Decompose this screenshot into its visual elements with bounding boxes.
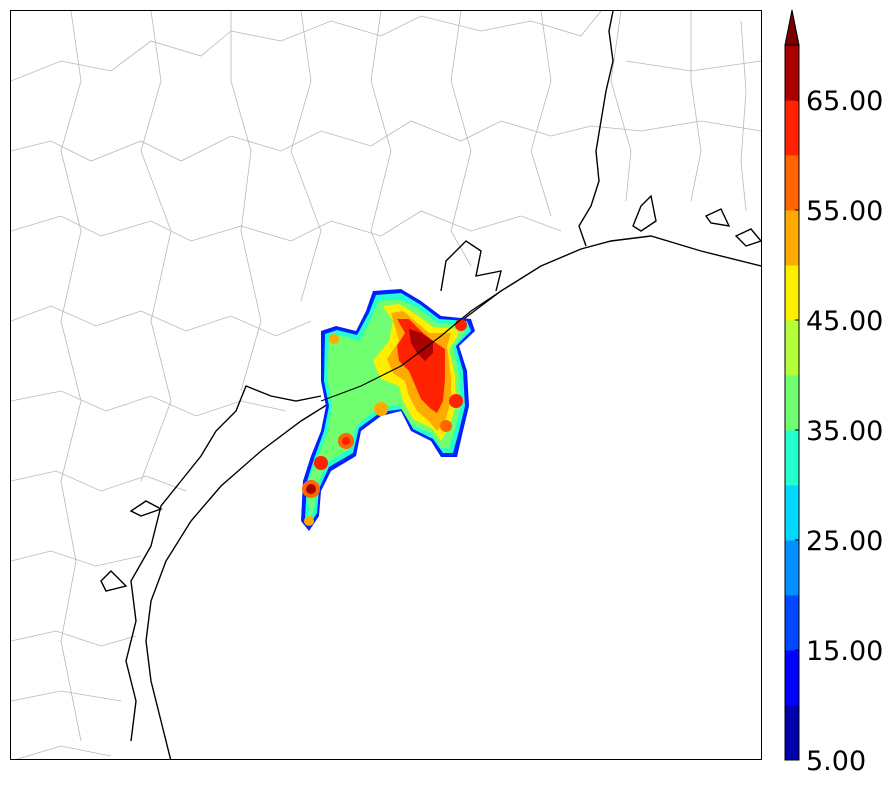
cell-sw xyxy=(304,516,314,526)
colorbar-segment xyxy=(785,210,799,266)
colorbar-extend-arrow xyxy=(784,9,800,46)
cell-w xyxy=(374,402,388,416)
colorbar-frame xyxy=(784,44,800,761)
colorbar-tick-label: 15.00 xyxy=(806,636,883,667)
colorbar-segment xyxy=(785,155,799,211)
county-boundaries xyxy=(11,11,761,759)
precip-field xyxy=(301,289,475,531)
cell-m-core xyxy=(342,437,350,445)
cell-e3 xyxy=(440,420,452,432)
coastline-overlay xyxy=(320,290,502,402)
colorbar-segment xyxy=(785,540,799,596)
cell-e2 xyxy=(449,394,463,408)
colorbar-tick-label: 45.00 xyxy=(806,306,883,337)
colorbar-segments xyxy=(785,45,799,761)
colorbar-segment xyxy=(785,650,799,706)
cell-se-core xyxy=(306,484,316,494)
colorbar-segment xyxy=(785,265,799,321)
colorbar-segment xyxy=(785,100,799,156)
contour-darkred xyxy=(409,329,433,361)
colorbar-segment xyxy=(785,705,799,761)
cell-s xyxy=(314,456,328,470)
cell-nw xyxy=(329,334,339,344)
colorbar-tick-label: 35.00 xyxy=(806,416,883,447)
colorbar-ticks: 5.00 15.00 25.00 35.00 45.00 55.00 65.00 xyxy=(795,86,883,777)
colorbar-segment xyxy=(785,45,799,101)
colorbar-tick-label: 25.00 xyxy=(806,526,883,557)
colorbar-segment xyxy=(785,320,799,376)
colorbar-tick-label: 65.00 xyxy=(806,86,883,117)
colorbar-segment xyxy=(785,485,799,541)
colorbar-segment xyxy=(785,375,799,431)
colorbar-tick-label: 5.00 xyxy=(806,746,866,777)
map-panel xyxy=(10,10,762,760)
colorbar-segment xyxy=(785,430,799,486)
colorbar-segment xyxy=(785,595,799,651)
map-canvas xyxy=(11,11,761,759)
colorbar-tick-label: 55.00 xyxy=(806,196,883,227)
